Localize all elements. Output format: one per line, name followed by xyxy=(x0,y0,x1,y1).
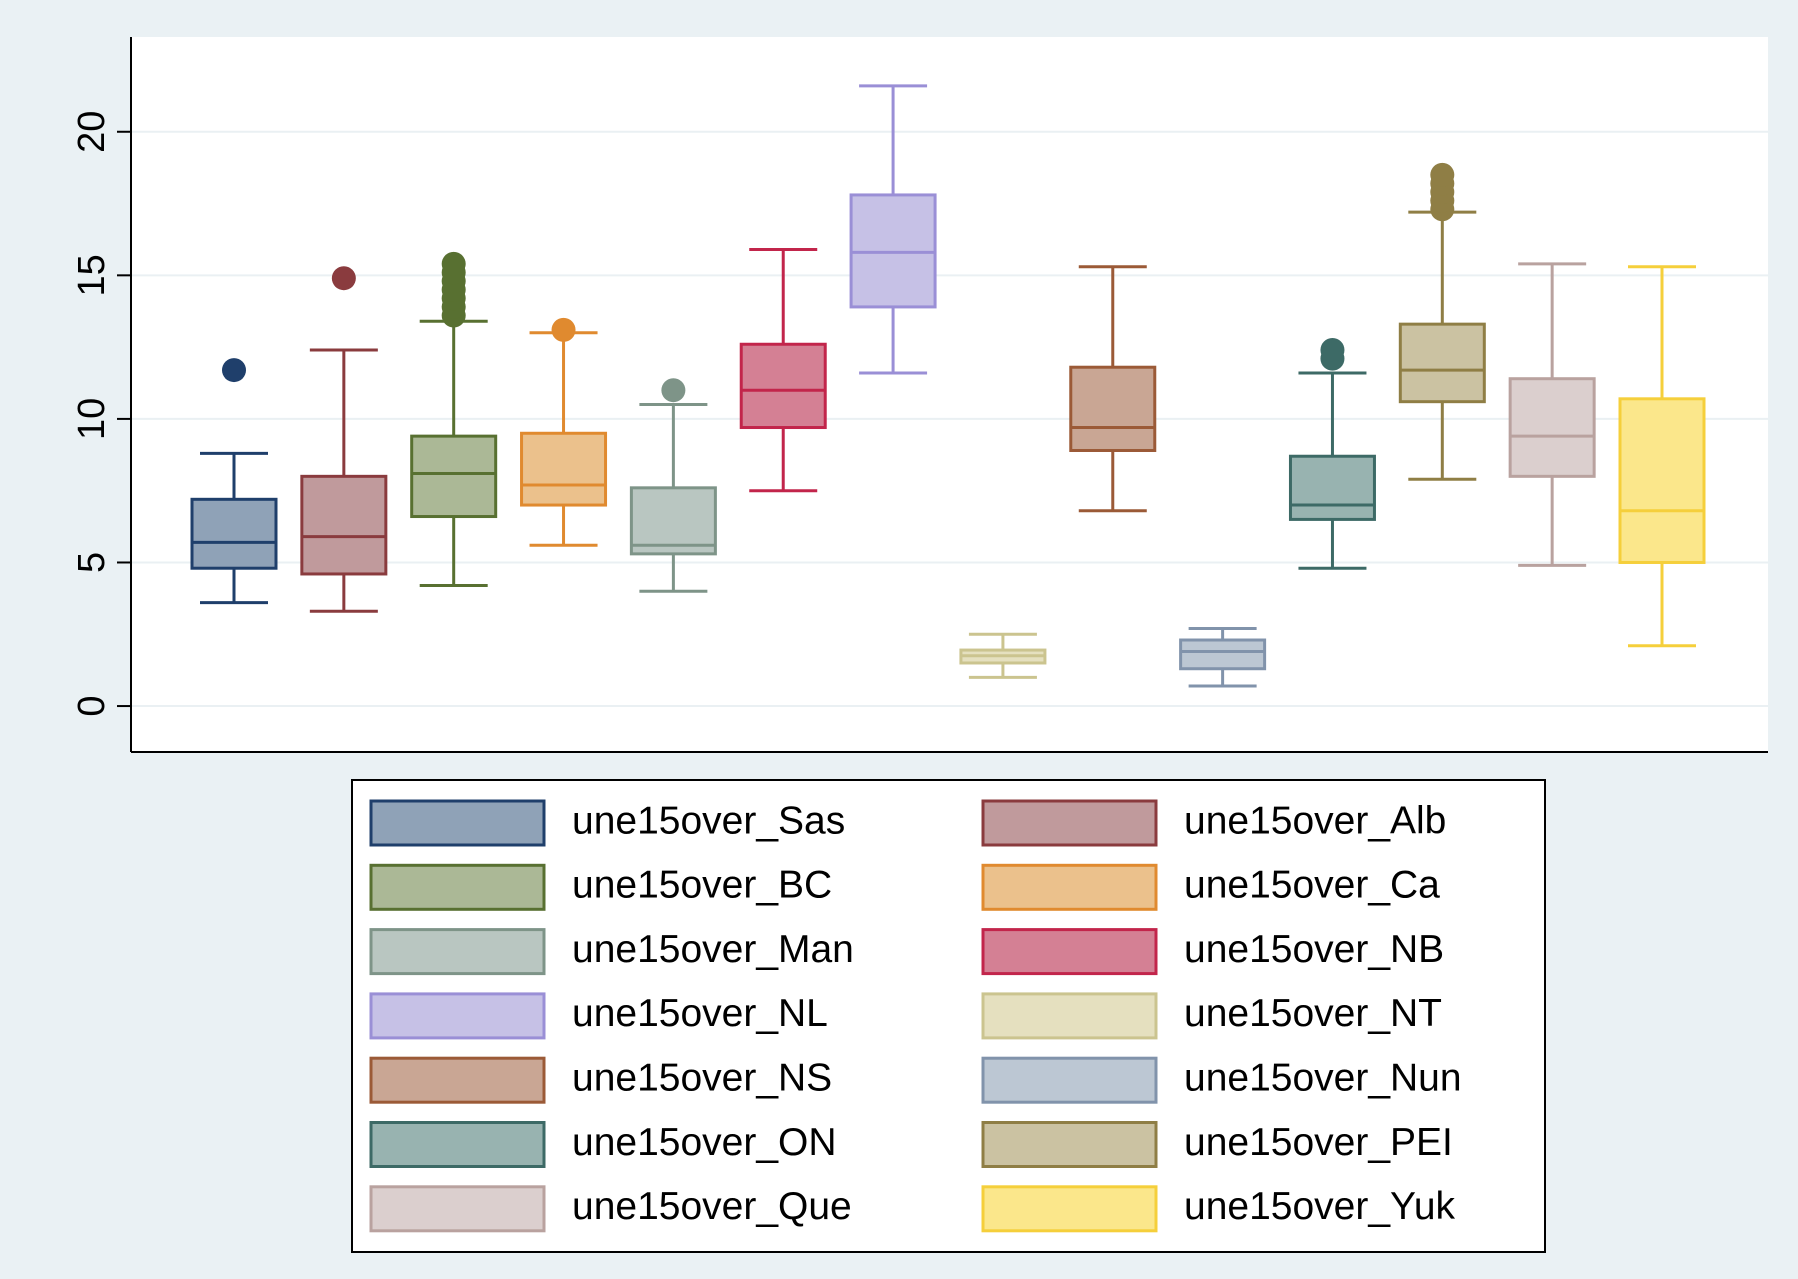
iqr-box xyxy=(520,431,608,507)
legend-swatch xyxy=(981,1121,1158,1168)
legend-label: une15over_PEI xyxy=(1184,1121,1453,1164)
legend-label: une15over_Nun xyxy=(1184,1056,1462,1099)
legend-swatch xyxy=(369,863,546,911)
y-tick-label: 20 xyxy=(71,111,113,153)
legend-swatch xyxy=(981,863,1158,911)
legend-entry-une15over_NS: une15over_NS xyxy=(369,1056,832,1104)
y-axis: 0 5 10 15 20 xyxy=(71,37,1768,753)
legend-entry-une15over_Sas: une15over_Sas xyxy=(369,799,845,847)
legend-entry-une15over_NT: une15over_NT xyxy=(981,992,1442,1040)
legend-swatch xyxy=(369,1121,546,1168)
legend-entry-une15over_PEI: une15over_PEI xyxy=(981,1121,1453,1168)
legend-label: une15over_Man xyxy=(572,928,854,971)
legend-label: une15over_Ca xyxy=(1184,864,1440,907)
box-une15over_BC xyxy=(410,251,498,587)
legend-label: une15over_Yuk xyxy=(1184,1185,1456,1228)
legend-label: une15over_NB xyxy=(1184,928,1444,971)
box-une15over_ON xyxy=(1288,337,1376,570)
legend-entry-une15over_NB: une15over_NB xyxy=(981,928,1444,976)
legend-label: une15over_ON xyxy=(572,1121,837,1164)
box-une15over_Nun xyxy=(1179,627,1267,688)
legend-entry-une15over_Man: une15over_Man xyxy=(369,928,854,976)
legend-swatch xyxy=(369,928,546,976)
legend-swatch xyxy=(369,992,546,1040)
outlier-point xyxy=(441,251,466,276)
plot-background xyxy=(131,37,1768,752)
y-tick-label: 0 xyxy=(71,695,113,716)
y-tick-label: 15 xyxy=(71,254,113,296)
legend-swatch xyxy=(981,928,1158,976)
legend-label: une15over_BC xyxy=(572,864,832,907)
outlier-point xyxy=(1320,337,1345,362)
iqr-box xyxy=(1288,454,1376,521)
box-une15over_Alb xyxy=(300,266,388,613)
box-une15over_NL xyxy=(849,84,937,375)
box-une15over_Sas xyxy=(190,358,278,605)
outlier-point xyxy=(661,378,686,403)
outlier-point xyxy=(222,358,246,383)
legend-entry-une15over_NL: une15over_NL xyxy=(369,992,828,1040)
iqr-box xyxy=(1069,365,1157,452)
legend-swatch xyxy=(369,1056,546,1104)
outlier-point xyxy=(1430,162,1455,187)
box-une15over_Yuk xyxy=(1618,265,1706,648)
box-une15over_Man xyxy=(629,378,717,593)
iqr-box xyxy=(739,342,827,430)
box-une15over_NS xyxy=(1069,265,1157,513)
iqr-box xyxy=(1618,397,1706,564)
box-une15over_NT xyxy=(959,632,1047,679)
iqr-box xyxy=(629,486,717,556)
legend-swatch xyxy=(369,799,546,847)
boxes-layer xyxy=(190,84,1706,688)
y-tick-label: 5 xyxy=(71,552,113,573)
y-tick-label: 10 xyxy=(71,398,113,440)
box-une15over_NB xyxy=(739,247,827,493)
legend-entry-une15over_Ca: une15over_Ca xyxy=(981,863,1440,911)
legend-swatch xyxy=(369,1185,546,1233)
legend-entry-une15over_Que: une15over_Que xyxy=(369,1185,852,1233)
outlier-point xyxy=(551,317,576,342)
legend-frame xyxy=(351,779,1546,1253)
legend-swatch xyxy=(981,799,1158,847)
legend-entry-une15over_ON: une15over_ON xyxy=(369,1121,837,1168)
legend-label: une15over_NL xyxy=(572,992,828,1035)
iqr-box xyxy=(300,474,388,576)
legend-entry-une15over_Nun: une15over_Nun xyxy=(981,1056,1462,1104)
iqr-box xyxy=(1398,322,1486,404)
iqr-box xyxy=(1508,377,1596,478)
legend-entry-une15over_BC: une15over_BC xyxy=(369,863,832,911)
outlier-point xyxy=(331,266,356,291)
legend-swatch xyxy=(981,1185,1158,1233)
legend-swatch xyxy=(981,1056,1158,1104)
box-une15over_PEI xyxy=(1398,162,1486,481)
iqr-box xyxy=(190,497,278,570)
grid-lines xyxy=(131,130,1768,708)
box-une15over_Ca xyxy=(520,317,608,547)
iqr-box xyxy=(410,434,498,519)
legend-label: une15over_Que xyxy=(572,1185,852,1228)
box-une15over_Que xyxy=(1508,262,1596,567)
legend-label: une15over_Sas xyxy=(572,799,845,842)
legend-entry-une15over_Yuk: une15over_Yuk xyxy=(981,1185,1456,1233)
legend-label: une15over_Alb xyxy=(1184,799,1446,842)
legend-label: une15over_NS xyxy=(572,1056,832,1099)
legend-entry-une15over_Alb: une15over_Alb xyxy=(981,799,1446,847)
iqr-box xyxy=(1179,638,1267,671)
legend-swatch xyxy=(981,992,1158,1040)
legend-label: une15over_NT xyxy=(1184,992,1442,1035)
